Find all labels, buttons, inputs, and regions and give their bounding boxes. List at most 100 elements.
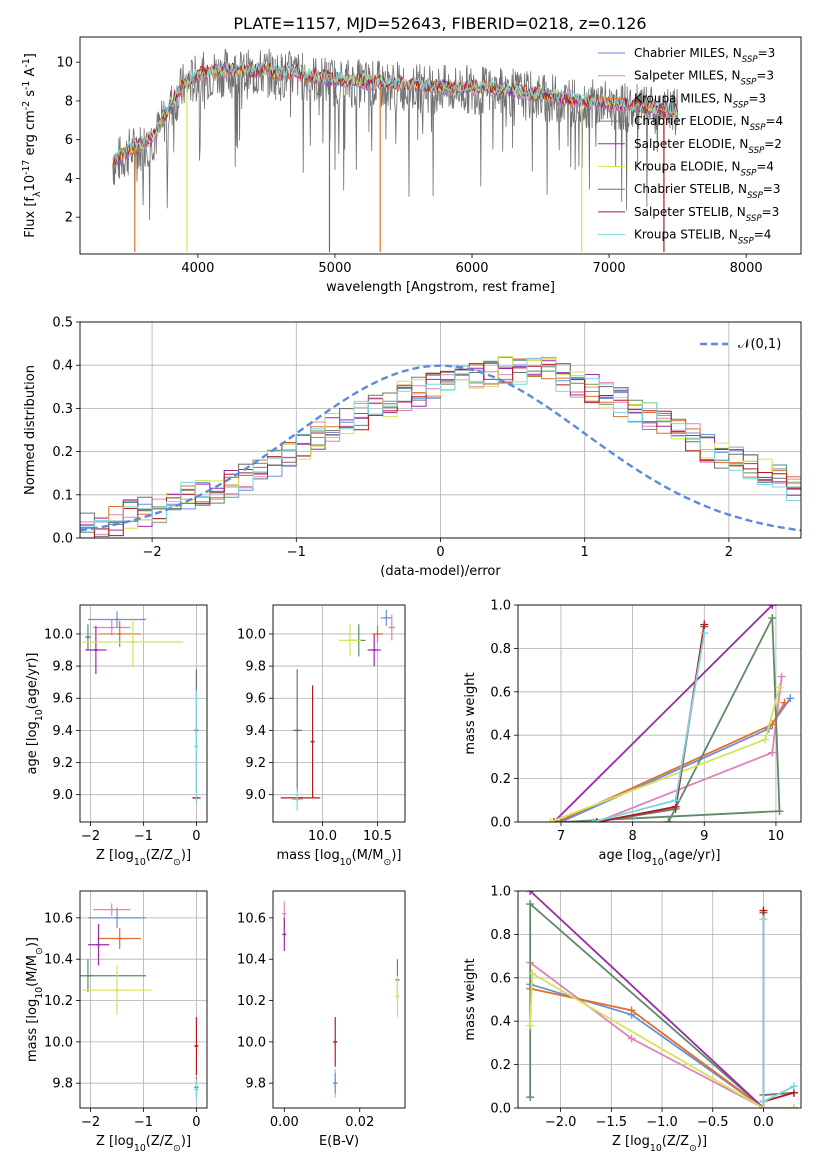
- label-text-run: age [log: [25, 721, 40, 774]
- axes-frame: [79, 36, 802, 255]
- point-salpeter_miles: [93, 903, 131, 916]
- x-axis-label: wavelength [Angstrom, rest frame]: [326, 280, 555, 295]
- x-tick-label: 0: [192, 1115, 200, 1130]
- y-tick-label: 9.0: [52, 788, 73, 803]
- label-text-run: Kroupa ELODIE, N: [634, 160, 741, 174]
- normal-curve: [80, 364, 801, 532]
- x-tick-label: 9: [700, 829, 708, 844]
- point-salpeter_stelib: [333, 1017, 338, 1067]
- weight-marker: [775, 683, 784, 692]
- weight-marker: [775, 807, 784, 816]
- weight-series-chabrier_elodie: [560, 614, 781, 822]
- point-salpeter_stelib: [194, 1017, 199, 1075]
- label-text-run: )]: [697, 1134, 707, 1149]
- point-salpeter_elodie: [87, 924, 110, 966]
- y-tick-label: 0.2: [490, 772, 511, 787]
- label-text-run: (M/M: [352, 848, 384, 863]
- y-tick-label: 0.4: [490, 1015, 511, 1030]
- y-tick-label: 6: [65, 133, 73, 148]
- y-tick-label: 10: [56, 56, 73, 71]
- point-salpeter_elodie: [367, 633, 381, 667]
- label-text-run: SSP: [741, 169, 758, 179]
- x-axis-label: Z [log10(Z/Z⊙)]: [96, 848, 191, 868]
- label-text-run: Kroupa STELIB, N: [634, 228, 738, 242]
- label-text-run: A: [23, 68, 38, 81]
- legend-label: Chabrier ELODIE, NSSP=4: [634, 114, 783, 133]
- label-text-run: mass [log: [277, 848, 340, 863]
- weight_vs_age-plot-area: [546, 605, 795, 822]
- legend-label: Kroupa STELIB, NSSP=4: [634, 228, 771, 247]
- y-tick-label: 0.0: [52, 532, 73, 547]
- point-chabrier_miles: [380, 609, 392, 626]
- y-tick-label: 10.0: [237, 627, 266, 642]
- age_vs_mass-panel: 10.0 10.5 9.0 9.2 9.4 9.6 9.8 10.0 mass [log10(M…: [237, 604, 406, 868]
- point-salpeter_miles: [388, 614, 396, 641]
- y-axis-label: mass weight: [463, 958, 478, 1040]
- label-text-run: =3: [749, 91, 767, 105]
- label-text-run: SSP: [748, 146, 765, 156]
- weight-marker: [664, 818, 673, 822]
- y-tick-label: 0.1: [52, 488, 73, 503]
- label-text-run: 10: [34, 709, 45, 721]
- label-text-run: )]: [391, 848, 401, 863]
- x-tick-label: −1: [287, 545, 306, 560]
- label-text-run: ⊙: [34, 947, 45, 955]
- weight-series-salpeter_elodie: [553, 605, 773, 822]
- x-tick-label: 7: [557, 829, 565, 844]
- point-chabrier_miles: [87, 907, 147, 929]
- x-tick-label: −2.0: [545, 1115, 577, 1130]
- label-text-run: 10: [340, 857, 352, 868]
- mass_vs_EBV-plot-area: [282, 901, 400, 1098]
- y-tick-label: 10.2: [44, 994, 73, 1009]
- mass_vs_Z-panel: −2 −1 09.810.010.210.410.6Z [log10(Z/Z⊙)]m…: [25, 890, 208, 1154]
- point-salpeter_elodie: [282, 917, 287, 951]
- y-tick-label: 0.0: [490, 1102, 511, 1117]
- weight-marker: [556, 818, 565, 822]
- label-text-run: Salpeter ELODIE, N: [634, 137, 748, 151]
- y-tick-label: 0.3: [52, 402, 73, 417]
- figure-title: PLATE=1157, MJD=52643, FIBERID=0218, z=0…: [233, 14, 646, 33]
- y-tick-label: 9.8: [52, 1077, 73, 1092]
- y-tick-label: 9.4: [245, 724, 266, 739]
- label-text-run: 10: [134, 1143, 146, 1154]
- label-text-run: SSP: [733, 100, 750, 110]
- x-tick-label: −1.5: [596, 1115, 628, 1130]
- label-text-run: Flux [f: [23, 197, 38, 238]
- x-axis-label: age [log10(age/yr)]: [599, 848, 721, 868]
- x-tick-label: 0: [192, 829, 200, 844]
- axes-frame: [79, 604, 208, 823]
- axes-frame: [272, 604, 406, 823]
- legend-label: Chabrier MILES, NSSP=3: [634, 46, 775, 65]
- weight-marker: [777, 672, 786, 681]
- spectrum-plot-area: [112, 48, 678, 253]
- y-tick-label: 10.4: [237, 953, 266, 968]
- weight_vs_Z-panel: −2.0 −1.5 −1.0 −0.5 0.0 0.0 0.2 0.4 0.6 0.8 1.0 Z […: [463, 885, 802, 1154]
- label-text-run: Chabrier ELODIE, N: [634, 114, 750, 128]
- weight_vs_Z-plot-area: [526, 891, 798, 1108]
- point-kroupa_elodie: [339, 624, 361, 657]
- point-chabrier_miles: [87, 611, 147, 628]
- x-axis-label: Z [log10(Z/Z⊙)]: [612, 1134, 707, 1154]
- y-tick-label: 9.0: [245, 788, 266, 803]
- y-tick-label: 0.6: [490, 685, 511, 700]
- label-text-run: (age/yr)]: [664, 848, 721, 863]
- x-tick-label: 8000: [730, 261, 763, 276]
- x-tick-label: −2: [143, 545, 162, 560]
- y-tick-label: 0.2: [490, 1058, 511, 1073]
- label-text-run: =4: [756, 160, 774, 174]
- label-text-run: 𝒩(0,1): [738, 337, 781, 352]
- y-tick-label: 9.2: [245, 756, 266, 771]
- x-tick-label: 10.0: [308, 829, 337, 844]
- label-text-run: erg cm: [23, 110, 38, 159]
- label-text-run: ⊙: [689, 1143, 697, 1154]
- weight-marker: [526, 900, 535, 909]
- y-tick-label: 10.0: [44, 1035, 73, 1050]
- label-text-run: ]: [23, 53, 38, 58]
- weight-series-salpeter_elodie: [529, 891, 765, 1108]
- x-tick-label: −2: [81, 1115, 100, 1130]
- label-text-run: SSP: [742, 55, 759, 65]
- residuals-plot-area: [80, 356, 801, 538]
- weight-marker: [526, 1093, 535, 1102]
